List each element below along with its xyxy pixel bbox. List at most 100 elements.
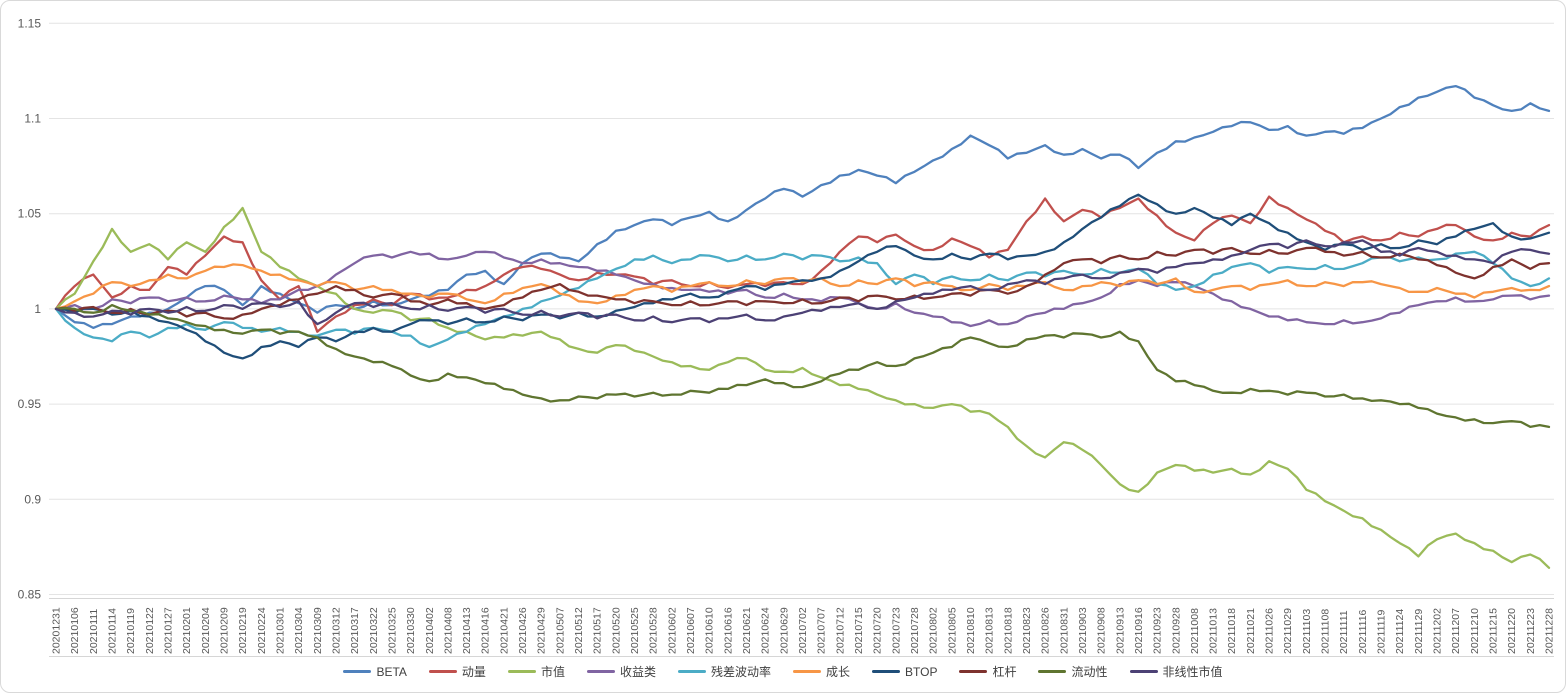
x-axis-tick-label: 20210629 — [778, 607, 790, 654]
x-axis-tick-label: 20211228 — [1544, 608, 1556, 654]
x-axis-tick-label: 20210528 — [648, 607, 660, 654]
x-axis-tick-label: 20210111 — [88, 609, 100, 654]
x-axis-tick-label: 20201231 — [51, 607, 63, 654]
series-line-BTOP — [54, 193, 1551, 360]
series-line-BETA — [54, 84, 1551, 330]
legend-label: 杠杆 — [992, 665, 1017, 679]
x-axis-tick-label: 20210723 — [890, 607, 902, 654]
x-axis-tick-label: 20210823 — [1021, 607, 1033, 654]
series-line-流动性 — [54, 303, 1551, 429]
x-axis-tick-label: 20211103 — [1301, 609, 1313, 654]
x-axis-tick-label: 20210322 — [368, 607, 380, 654]
legend-item-流动性[interactable]: 流动性 — [1038, 663, 1108, 680]
x-axis-tick-label: 20210114 — [107, 608, 119, 654]
legend-item-动量[interactable]: 动量 — [428, 663, 486, 680]
x-axis-tick-label: 20210312 — [330, 607, 342, 654]
legend-swatch-icon — [1038, 669, 1067, 674]
x-axis-tick-label: 20211029 — [1282, 608, 1294, 654]
x-axis-tick-label: 20210610 — [704, 607, 716, 654]
x-axis-tick-label: 20211008 — [1189, 608, 1201, 654]
legend-swatch-icon — [1129, 669, 1158, 674]
y-axis-tick-label: 0.95 — [18, 397, 42, 411]
x-axis-tick-label: 20210621 — [741, 607, 753, 654]
x-axis-tick-label: 20210810 — [965, 607, 977, 654]
x-axis-tick-label: 20210923 — [1152, 607, 1164, 654]
legend-label: BTOP — [905, 664, 938, 679]
x-axis-tick-label: 20211013 — [1208, 608, 1220, 654]
x-axis-tick-label: 20210520 — [610, 607, 622, 654]
x-axis-tick-label: 20210219 — [237, 607, 249, 654]
legend-swatch-icon — [586, 669, 615, 674]
legend-label: 成长 — [825, 665, 850, 679]
x-axis-tick-label: 20211111 — [1338, 610, 1350, 654]
x-axis-tick-label: 20210707 — [816, 607, 828, 654]
x-axis-tick-label: 20210413 — [461, 607, 473, 654]
x-axis-tick-label: 20210517 — [592, 607, 604, 654]
legend-label: BETA — [376, 664, 407, 679]
x-axis-tick-label: 20210818 — [1002, 607, 1014, 654]
legend-swatch-icon — [677, 669, 706, 674]
x-axis-tick-label: 20211129 — [1413, 609, 1425, 654]
legend-item-成长[interactable]: 成长 — [792, 663, 850, 680]
legend-swatch-icon — [959, 669, 988, 674]
legend-swatch-icon — [872, 669, 900, 674]
x-axis-tick-label: 20210624 — [760, 607, 772, 654]
legend-item-BETA[interactable]: BETA — [343, 664, 407, 679]
x-axis-tick-label: 20210916 — [1133, 607, 1145, 654]
x-axis-tick-label: 20210127 — [163, 607, 175, 654]
x-axis-tick-label: 20211108 — [1320, 609, 1332, 654]
x-axis-tick-label: 20210702 — [797, 607, 809, 654]
legend-item-收益类[interactable]: 收益类 — [586, 663, 656, 680]
legend-label: 残差波动率 — [710, 665, 771, 679]
x-axis-tick-label: 20210317 — [349, 607, 361, 654]
x-axis-tick-label: 20211119 — [1376, 609, 1388, 654]
x-axis-tick-label: 20210408 — [442, 607, 454, 654]
x-axis-tick-label: 20210330 — [405, 607, 417, 654]
legend-swatch-icon — [792, 669, 821, 674]
x-axis-tick-label: 20210616 — [722, 607, 734, 654]
legend-item-市值[interactable]: 市值 — [507, 663, 565, 680]
x-axis-tick-label: 20210309 — [312, 607, 324, 654]
x-axis-tick-label: 20211202 — [1432, 608, 1444, 654]
x-axis-tick-label: 20210426 — [517, 607, 529, 654]
x-axis-tick-label: 20211220 — [1506, 608, 1518, 654]
y-axis-tick-label: 1.15 — [18, 16, 42, 30]
x-axis-tick-label: 20210421 — [498, 607, 510, 654]
x-axis-tick-label: 20210122 — [144, 607, 156, 654]
series-line-收益类 — [54, 250, 1551, 328]
x-axis-tick-label: 20211210 — [1469, 608, 1481, 654]
x-axis-tick-label: 20210908 — [1096, 607, 1108, 654]
legend-item-非线性市值[interactable]: 非线性市值 — [1129, 663, 1223, 680]
x-axis-tick-label: 20210715 — [853, 607, 865, 654]
x-axis-tick-label: 20210429 — [536, 607, 548, 654]
x-axis-tick-label: 20210712 — [834, 607, 846, 654]
y-axis-tick-label: 0.9 — [24, 492, 41, 506]
x-axis-tick-label: 20210416 — [480, 607, 492, 654]
x-axis-tick-label: 20210304 — [293, 607, 305, 654]
series-line-动量 — [54, 195, 1551, 333]
legend-label: 市值 — [540, 665, 565, 679]
legend-label: 收益类 — [619, 665, 656, 679]
legend-item-BTOP[interactable]: BTOP — [872, 665, 937, 679]
x-axis-tick-label: 20211021 — [1245, 608, 1257, 654]
legend-label: 动量 — [461, 665, 486, 679]
series-line-非线性市值 — [54, 239, 1551, 326]
x-axis-tick-label: 20210805 — [946, 607, 958, 654]
x-axis-tick-label: 20211215 — [1488, 608, 1500, 654]
series-line-杠杆 — [54, 246, 1551, 320]
x-axis-tick-label: 20210402 — [424, 607, 436, 654]
x-axis-tick-label: 20210512 — [573, 607, 585, 654]
legend-label: 流动性 — [1071, 665, 1108, 679]
y-axis-tick-label: 1.1 — [24, 112, 41, 126]
x-axis-tick-label: 20210928 — [1170, 607, 1182, 654]
legend-item-杠杆[interactable]: 杠杆 — [959, 663, 1016, 680]
x-axis-tick-label: 20210204 — [200, 607, 212, 654]
y-axis-tick-label: 1 — [34, 302, 41, 316]
y-axis-tick-label: 0.85 — [18, 588, 42, 602]
chart-legend: BETA 动量 市值 收益类 残差波动率 成长 BTOP 杠杆 流动性 非线性市值 — [1, 663, 1565, 680]
legend-item-残差波动率[interactable]: 残差波动率 — [677, 663, 771, 680]
x-axis-tick-label: 20210720 — [872, 607, 884, 654]
x-axis-tick-label: 20210913 — [1114, 607, 1126, 654]
x-axis-tick-label: 20210507 — [554, 607, 566, 654]
